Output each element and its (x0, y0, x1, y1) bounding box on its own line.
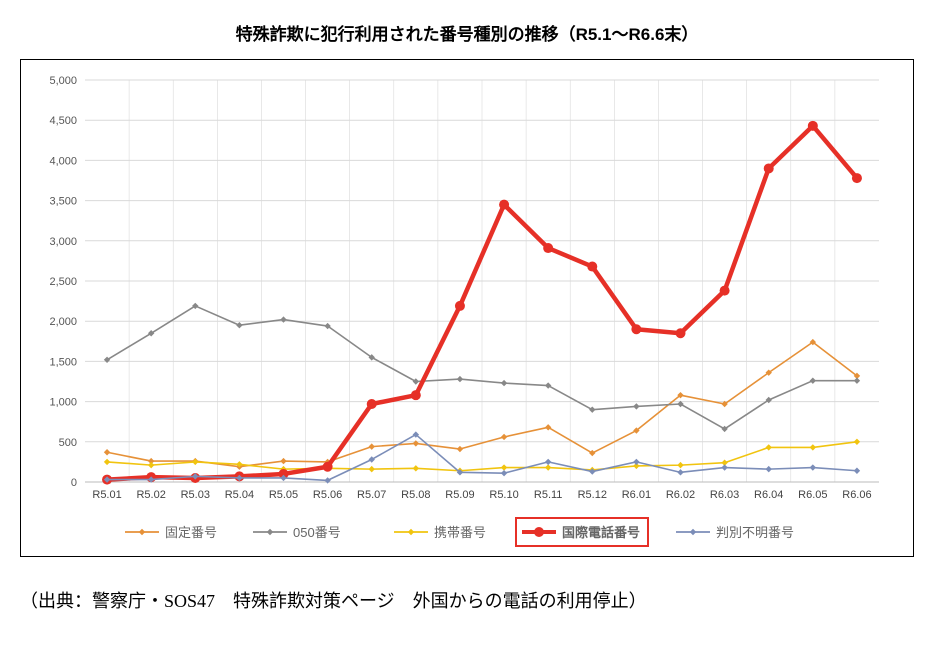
svg-text:3,000: 3,000 (49, 236, 77, 248)
svg-text:携帯番号: 携帯番号 (434, 525, 486, 540)
svg-text:2,500: 2,500 (49, 276, 77, 288)
svg-text:R5.08: R5.08 (401, 489, 430, 501)
svg-text:R6.05: R6.05 (798, 489, 827, 501)
svg-text:1,500: 1,500 (49, 356, 77, 368)
svg-text:R5.10: R5.10 (489, 489, 518, 501)
svg-text:R5.06: R5.06 (313, 489, 342, 501)
chart-caption: （出典：警察庁・SOS47 特殊詐欺対策ページ 外国からの電話の利用停止） (20, 587, 914, 613)
chart-legend: 固定番号 050番号 携帯番号 国際電話番号 判別不明番号 (35, 510, 895, 554)
chart-container: 0 500 1,000 1,500 2,000 2,500 3,000 3,500 4,000 4… (20, 59, 914, 557)
svg-text:R5.09: R5.09 (445, 489, 474, 501)
svg-text:R5.02: R5.02 (136, 489, 165, 501)
svg-text:R5.12: R5.12 (578, 489, 607, 501)
svg-text:1,000: 1,000 (49, 397, 77, 409)
svg-text:R6.06: R6.06 (842, 489, 871, 501)
svg-text:R5.07: R5.07 (357, 489, 386, 501)
svg-text:R5.11: R5.11 (534, 489, 563, 501)
svg-text:R6.04: R6.04 (754, 489, 783, 501)
svg-text:R5.05: R5.05 (269, 489, 298, 501)
svg-text:R5.01: R5.01 (92, 489, 121, 501)
svg-text:2,000: 2,000 (49, 316, 77, 328)
svg-text:4,000: 4,000 (49, 155, 77, 167)
svg-text:3,500: 3,500 (49, 196, 77, 208)
svg-text:固定番号: 固定番号 (165, 525, 217, 540)
svg-text:R5.03: R5.03 (181, 489, 210, 501)
svg-text:判別不明番号: 判別不明番号 (716, 525, 794, 540)
svg-text:4,500: 4,500 (49, 115, 77, 127)
svg-text:500: 500 (59, 437, 77, 449)
svg-text:5,000: 5,000 (49, 75, 77, 87)
chart-title: 特殊詐欺に犯行利用された番号種別の推移（R5.1～R6.6末） (20, 20, 914, 45)
svg-text:国際電話番号: 国際電話番号 (562, 525, 640, 540)
svg-text:R6.03: R6.03 (710, 489, 739, 501)
svg-text:0: 0 (71, 477, 77, 489)
line-chart: 0 500 1,000 1,500 2,000 2,500 3,000 3,500 4,000 4… (35, 70, 895, 510)
svg-text:050番号: 050番号 (293, 525, 341, 540)
svg-text:R6.01: R6.01 (622, 489, 651, 501)
svg-text:R5.04: R5.04 (225, 489, 254, 501)
svg-text:R6.02: R6.02 (666, 489, 695, 501)
